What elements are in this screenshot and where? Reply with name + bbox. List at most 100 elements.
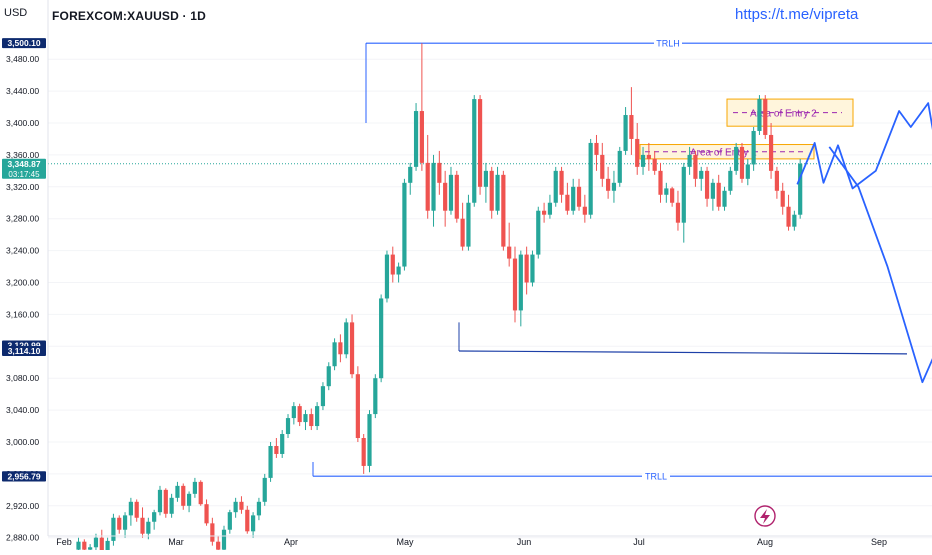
candle-body bbox=[128, 501, 133, 516]
candle-body bbox=[134, 501, 139, 518]
candle-body bbox=[163, 489, 168, 514]
currency-label[interactable]: USD bbox=[4, 7, 28, 19]
level-label: TRLL bbox=[645, 472, 667, 482]
candle-body bbox=[710, 182, 715, 199]
candle-body bbox=[489, 170, 494, 211]
price-badge-label: 3,348.87 bbox=[7, 159, 40, 169]
candle-body bbox=[437, 162, 442, 183]
candle-body bbox=[780, 190, 785, 207]
candle-body bbox=[448, 174, 454, 211]
candle-body bbox=[693, 154, 698, 179]
level-lines-layer: TRLH TRLL bbox=[48, 37, 932, 483]
candle-body bbox=[716, 182, 721, 207]
candle-body bbox=[227, 512, 232, 530]
candle-body bbox=[367, 414, 372, 466]
candle-body bbox=[76, 541, 81, 550]
price-tick-label: 3,400.00 bbox=[6, 118, 39, 128]
candle-body bbox=[251, 515, 256, 532]
price-tick-label: 3,360.00 bbox=[6, 150, 39, 160]
candle-body bbox=[221, 529, 227, 550]
telegram-link[interactable]: https://t.me/vipreta bbox=[735, 6, 859, 23]
icon-layer bbox=[754, 505, 776, 527]
candle-body bbox=[588, 142, 593, 215]
candle-body bbox=[396, 266, 401, 275]
candle-body bbox=[786, 206, 791, 227]
time-tick-label: Sep bbox=[871, 537, 887, 547]
candle-body bbox=[745, 164, 750, 179]
candle-body bbox=[518, 254, 523, 311]
candle-body bbox=[722, 190, 727, 207]
candle-body bbox=[512, 258, 518, 311]
candle-body bbox=[582, 206, 587, 215]
candle-body bbox=[140, 517, 145, 534]
candle-body bbox=[431, 162, 436, 211]
level-label-bg bbox=[654, 37, 682, 50]
price-badge-box bbox=[2, 158, 46, 179]
axis-layer: 2,880.002,920.002,960.003,000.003,040.00… bbox=[6, 0, 932, 547]
time-tick-label: Apr bbox=[284, 537, 298, 547]
candle-body bbox=[553, 170, 558, 203]
candle-body bbox=[216, 541, 221, 550]
candle-body bbox=[297, 406, 302, 423]
candle-body bbox=[611, 182, 617, 191]
time-tick-label: Feb bbox=[56, 537, 72, 547]
candle-body bbox=[349, 322, 355, 375]
candle-body bbox=[262, 477, 267, 502]
price-badge-countdown: 03:17:45 bbox=[8, 170, 40, 179]
candle-body bbox=[210, 523, 215, 542]
level-label-bg bbox=[642, 470, 670, 483]
candle-body bbox=[408, 166, 413, 183]
candle-body bbox=[82, 541, 87, 550]
candle-body bbox=[699, 170, 704, 179]
candle-body bbox=[763, 99, 768, 135]
candle-body bbox=[530, 254, 535, 283]
entry-zone-label: Area of Entry 2 bbox=[750, 109, 817, 120]
candle-body bbox=[186, 493, 192, 506]
price-badge-box bbox=[2, 38, 46, 49]
candle-body bbox=[460, 218, 465, 247]
candle-body bbox=[88, 547, 93, 550]
support-line bbox=[458, 350, 908, 355]
time-tick-label: Jun bbox=[517, 537, 532, 547]
candle-body bbox=[501, 174, 506, 247]
candle-body bbox=[338, 342, 343, 355]
candle-body bbox=[320, 386, 326, 407]
candle-body bbox=[355, 374, 360, 439]
projection-path-1 bbox=[796, 102, 932, 190]
candle-body bbox=[606, 178, 611, 191]
candle-body bbox=[326, 366, 331, 387]
candle-body bbox=[472, 99, 477, 203]
candle-body bbox=[280, 434, 285, 454]
candle-body bbox=[425, 162, 430, 211]
candle-body bbox=[798, 163, 803, 215]
candle-body bbox=[646, 154, 651, 159]
candle-body bbox=[239, 501, 244, 510]
symbol-title[interactable]: FOREXCOM:XAUUSD · 1D bbox=[52, 9, 207, 23]
candle-body bbox=[623, 115, 628, 151]
candle-body bbox=[315, 406, 320, 427]
candle-body bbox=[111, 517, 116, 541]
candle-body bbox=[402, 182, 407, 267]
price-tick-label: 3,080.00 bbox=[6, 373, 39, 383]
candle-body bbox=[175, 485, 180, 498]
candle-body bbox=[658, 170, 663, 195]
candle-body bbox=[419, 111, 424, 163]
candle-body bbox=[157, 489, 163, 513]
price-tick-label: 3,200.00 bbox=[6, 278, 39, 288]
candle-body bbox=[268, 445, 273, 478]
candle-body bbox=[640, 154, 646, 167]
candle-body bbox=[361, 438, 366, 466]
entry-zone-label: Area of Entry 1 bbox=[690, 148, 757, 159]
candle-body bbox=[332, 342, 337, 367]
grid-layer bbox=[48, 58, 932, 539]
candle-body bbox=[559, 170, 564, 195]
price-badge-label: 3,500.10 bbox=[7, 38, 40, 48]
price-tick-label: 3,480.00 bbox=[6, 54, 39, 64]
candle-body bbox=[105, 540, 110, 555]
candle-body bbox=[507, 246, 512, 259]
candle-body bbox=[565, 194, 570, 211]
price-tick-label: 3,000.00 bbox=[6, 437, 39, 447]
